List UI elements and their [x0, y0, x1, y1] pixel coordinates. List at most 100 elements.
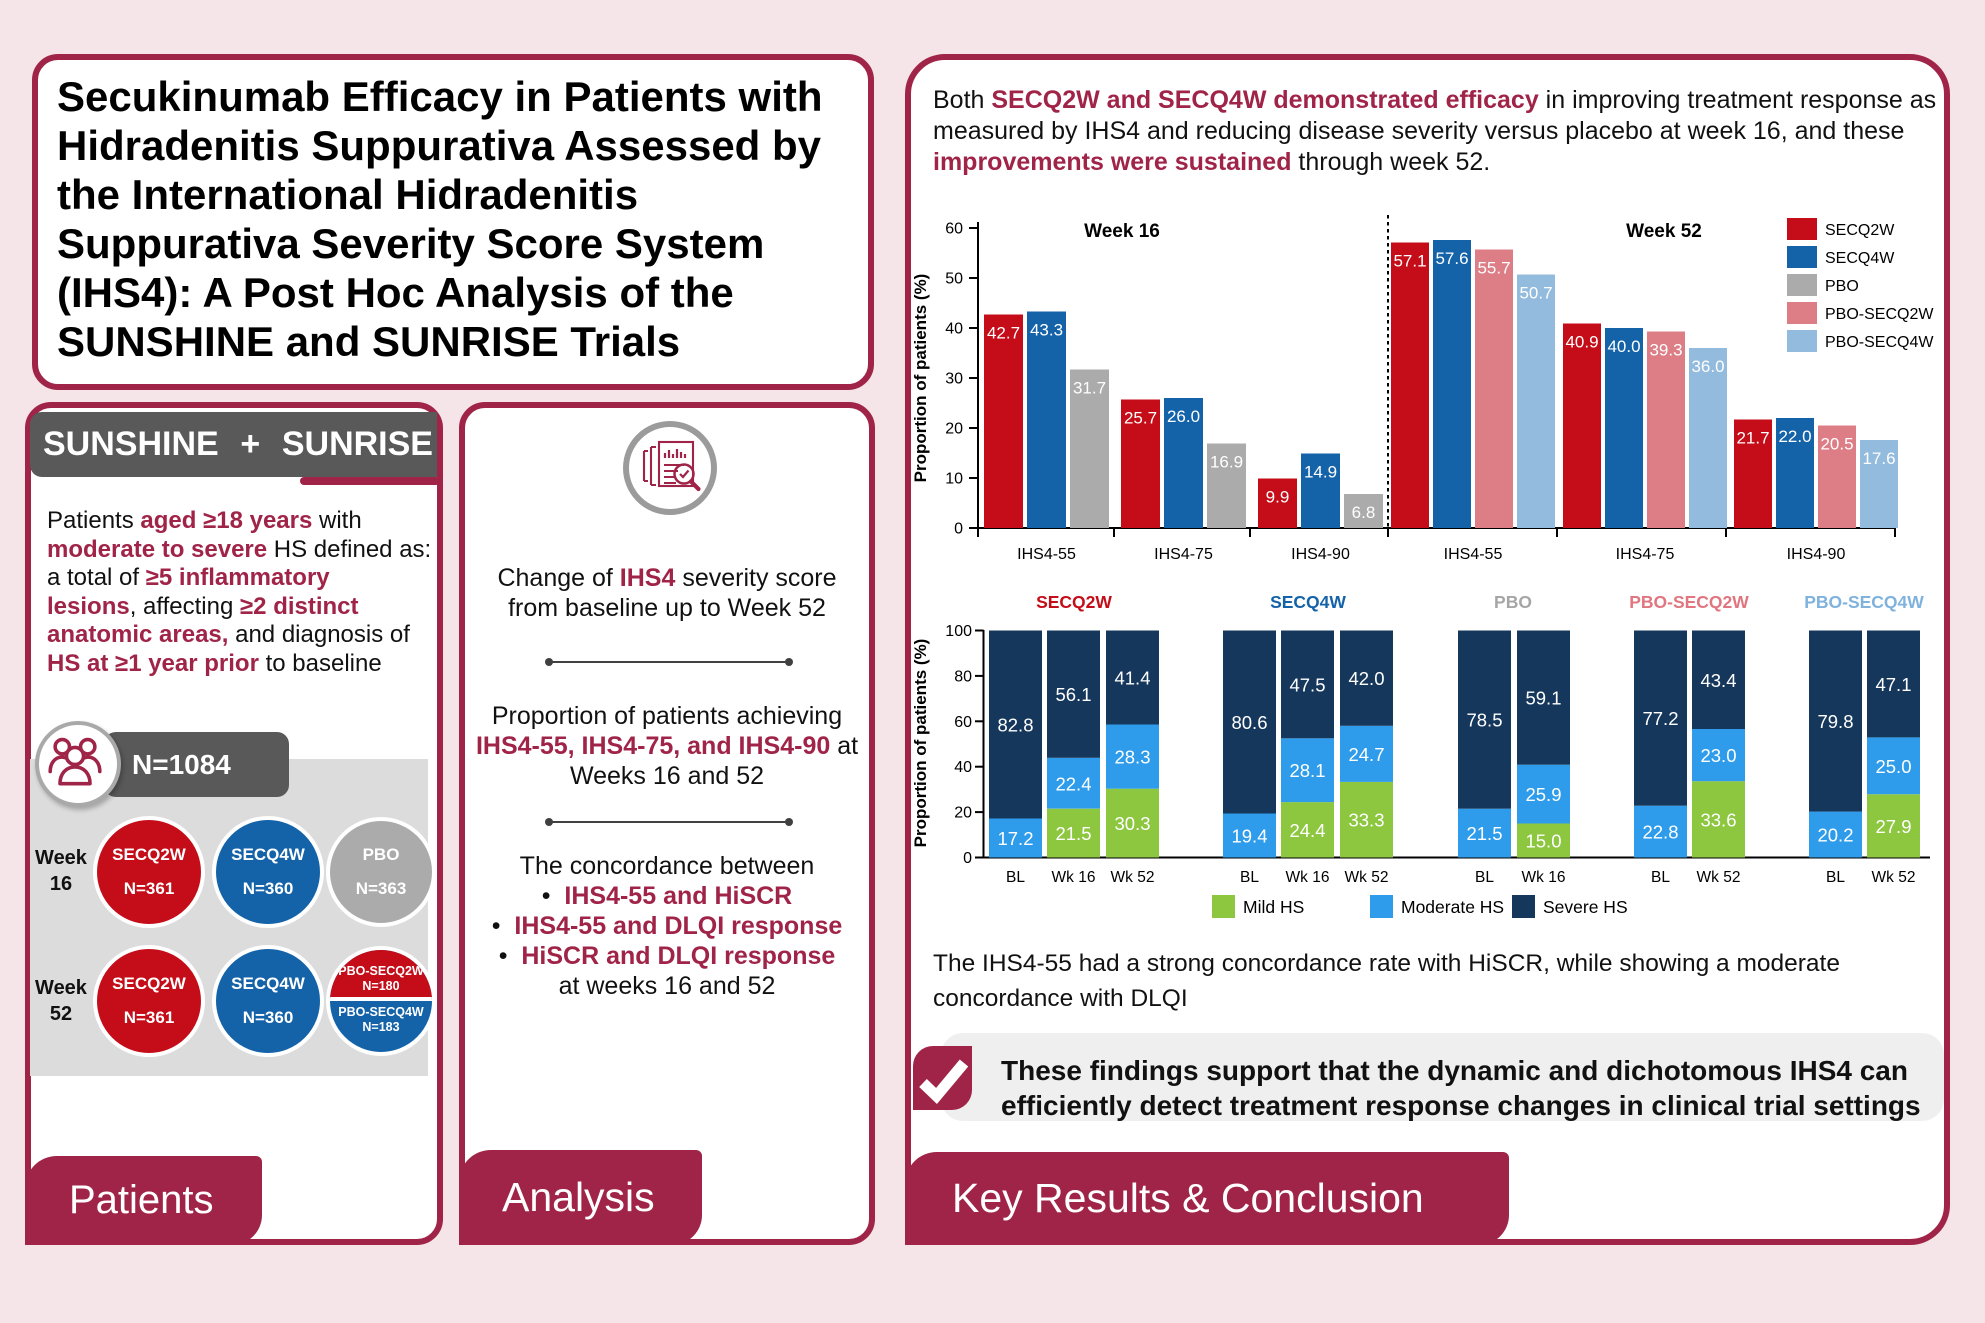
- svg-text:Proportion of patients (%): Proportion of patients (%): [911, 274, 930, 483]
- svg-text:BL: BL: [1240, 869, 1259, 886]
- svg-text:SECQ4W: SECQ4W: [1825, 250, 1895, 267]
- svg-text:IHS4-90: IHS4-90: [1787, 546, 1846, 563]
- svg-text:17.6: 17.6: [1862, 449, 1895, 468]
- svg-text:Severe HS: Severe HS: [1543, 897, 1628, 917]
- svg-text:27.9: 27.9: [1875, 816, 1911, 837]
- svg-text:24.4: 24.4: [1289, 820, 1325, 841]
- svg-text:79.8: 79.8: [1817, 711, 1853, 732]
- svg-text:BL: BL: [1826, 869, 1845, 886]
- svg-text:Wk 52: Wk 52: [1111, 869, 1155, 886]
- svg-text:PBO: PBO: [1825, 278, 1859, 295]
- svg-text:47.1: 47.1: [1875, 674, 1911, 695]
- svg-text:PBO-SECQ4W: PBO-SECQ4W: [1825, 334, 1934, 351]
- svg-text:20.2: 20.2: [1817, 825, 1853, 846]
- svg-text:56.1: 56.1: [1055, 684, 1091, 705]
- svg-text:Moderate HS: Moderate HS: [1401, 897, 1504, 917]
- svg-text:IHS4-75: IHS4-75: [1154, 546, 1213, 563]
- svg-text:SECQ2W: SECQ2W: [1825, 222, 1895, 239]
- svg-text:17.2: 17.2: [997, 828, 1033, 849]
- svg-text:0: 0: [954, 521, 963, 538]
- svg-text:Mild HS: Mild HS: [1243, 897, 1304, 917]
- svg-text:100: 100: [945, 623, 972, 640]
- svg-text:24.7: 24.7: [1348, 744, 1384, 765]
- svg-text:PBO-SECQ4W: PBO-SECQ4W: [1804, 592, 1924, 612]
- svg-text:20.5: 20.5: [1820, 435, 1853, 454]
- svg-text:IHS4-55: IHS4-55: [1017, 546, 1076, 563]
- svg-text:BL: BL: [1475, 869, 1494, 886]
- svg-text:Week 16: Week 16: [1084, 221, 1160, 242]
- svg-text:Wk 52: Wk 52: [1345, 869, 1389, 886]
- svg-text:19.4: 19.4: [1231, 826, 1267, 847]
- svg-text:36.0: 36.0: [1691, 357, 1724, 376]
- svg-text:25.0: 25.0: [1875, 756, 1911, 777]
- svg-text:47.5: 47.5: [1289, 674, 1325, 695]
- svg-text:Wk 16: Wk 16: [1052, 869, 1096, 886]
- svg-text:60: 60: [954, 714, 972, 731]
- svg-text:80.6: 80.6: [1231, 712, 1267, 733]
- svg-text:IHS4-75: IHS4-75: [1616, 546, 1675, 563]
- svg-text:Wk 16: Wk 16: [1286, 869, 1330, 886]
- svg-text:39.3: 39.3: [1649, 341, 1682, 360]
- svg-text:78.5: 78.5: [1466, 710, 1502, 731]
- svg-text:0: 0: [963, 850, 972, 867]
- svg-text:10: 10: [945, 471, 963, 488]
- svg-text:33.3: 33.3: [1348, 810, 1384, 831]
- svg-text:25.7: 25.7: [1124, 409, 1157, 428]
- svg-text:50.7: 50.7: [1519, 284, 1552, 303]
- svg-text:40: 40: [945, 321, 963, 338]
- svg-text:40.9: 40.9: [1565, 333, 1598, 352]
- svg-text:30: 30: [945, 371, 963, 388]
- svg-text:BL: BL: [1651, 869, 1670, 886]
- svg-text:57.6: 57.6: [1435, 249, 1468, 268]
- svg-text:9.9: 9.9: [1266, 488, 1290, 507]
- svg-text:31.7: 31.7: [1073, 379, 1106, 398]
- svg-text:Wk 16: Wk 16: [1522, 869, 1566, 886]
- svg-text:26.0: 26.0: [1167, 407, 1200, 426]
- svg-text:28.1: 28.1: [1289, 760, 1325, 781]
- svg-text:25.9: 25.9: [1525, 784, 1561, 805]
- svg-text:BL: BL: [1006, 869, 1025, 886]
- svg-text:50: 50: [945, 271, 963, 288]
- svg-text:SECQ4W: SECQ4W: [1270, 592, 1346, 612]
- svg-text:IHS4-90: IHS4-90: [1291, 546, 1350, 563]
- svg-text:22.0: 22.0: [1778, 427, 1811, 446]
- svg-text:23.0: 23.0: [1700, 745, 1736, 766]
- svg-text:20: 20: [954, 805, 972, 822]
- svg-text:PBO-SECQ2W: PBO-SECQ2W: [1825, 306, 1934, 323]
- svg-text:28.3: 28.3: [1114, 747, 1150, 768]
- svg-text:43.3: 43.3: [1030, 321, 1063, 340]
- svg-text:22.4: 22.4: [1055, 773, 1091, 794]
- svg-text:33.6: 33.6: [1700, 809, 1736, 830]
- svg-text:16.9: 16.9: [1210, 453, 1243, 472]
- svg-text:PBO-SECQ2W: PBO-SECQ2W: [1629, 592, 1749, 612]
- svg-text:42.7: 42.7: [987, 324, 1020, 343]
- svg-text:82.8: 82.8: [997, 715, 1033, 736]
- svg-text:Wk 52: Wk 52: [1697, 869, 1741, 886]
- svg-text:21.5: 21.5: [1466, 823, 1502, 844]
- svg-text:21.7: 21.7: [1736, 429, 1769, 448]
- svg-text:43.4: 43.4: [1700, 670, 1736, 691]
- svg-text:14.9: 14.9: [1304, 463, 1337, 482]
- svg-text:Week 52: Week 52: [1626, 221, 1702, 242]
- svg-text:30.3: 30.3: [1114, 813, 1150, 834]
- svg-text:SECQ2W: SECQ2W: [1036, 592, 1112, 612]
- svg-text:41.4: 41.4: [1114, 668, 1150, 689]
- svg-text:40: 40: [954, 759, 972, 776]
- svg-text:PBO: PBO: [1494, 592, 1532, 612]
- svg-text:80: 80: [954, 668, 972, 685]
- svg-text:22.8: 22.8: [1642, 822, 1678, 843]
- svg-text:Wk 52: Wk 52: [1872, 869, 1916, 886]
- svg-text:Proportion of patients (%): Proportion of patients (%): [911, 639, 930, 848]
- svg-text:57.1: 57.1: [1393, 252, 1426, 271]
- svg-text:40.0: 40.0: [1607, 337, 1640, 356]
- svg-text:60: 60: [945, 221, 963, 238]
- svg-text:21.5: 21.5: [1055, 823, 1091, 844]
- svg-text:59.1: 59.1: [1525, 688, 1561, 709]
- svg-text:42.0: 42.0: [1348, 668, 1384, 689]
- svg-text:6.8: 6.8: [1352, 503, 1376, 522]
- svg-text:20: 20: [945, 421, 963, 438]
- svg-text:55.7: 55.7: [1477, 259, 1510, 278]
- svg-text:77.2: 77.2: [1642, 708, 1678, 729]
- svg-text:15.0: 15.0: [1525, 831, 1561, 852]
- svg-text:IHS4-55: IHS4-55: [1444, 546, 1503, 563]
